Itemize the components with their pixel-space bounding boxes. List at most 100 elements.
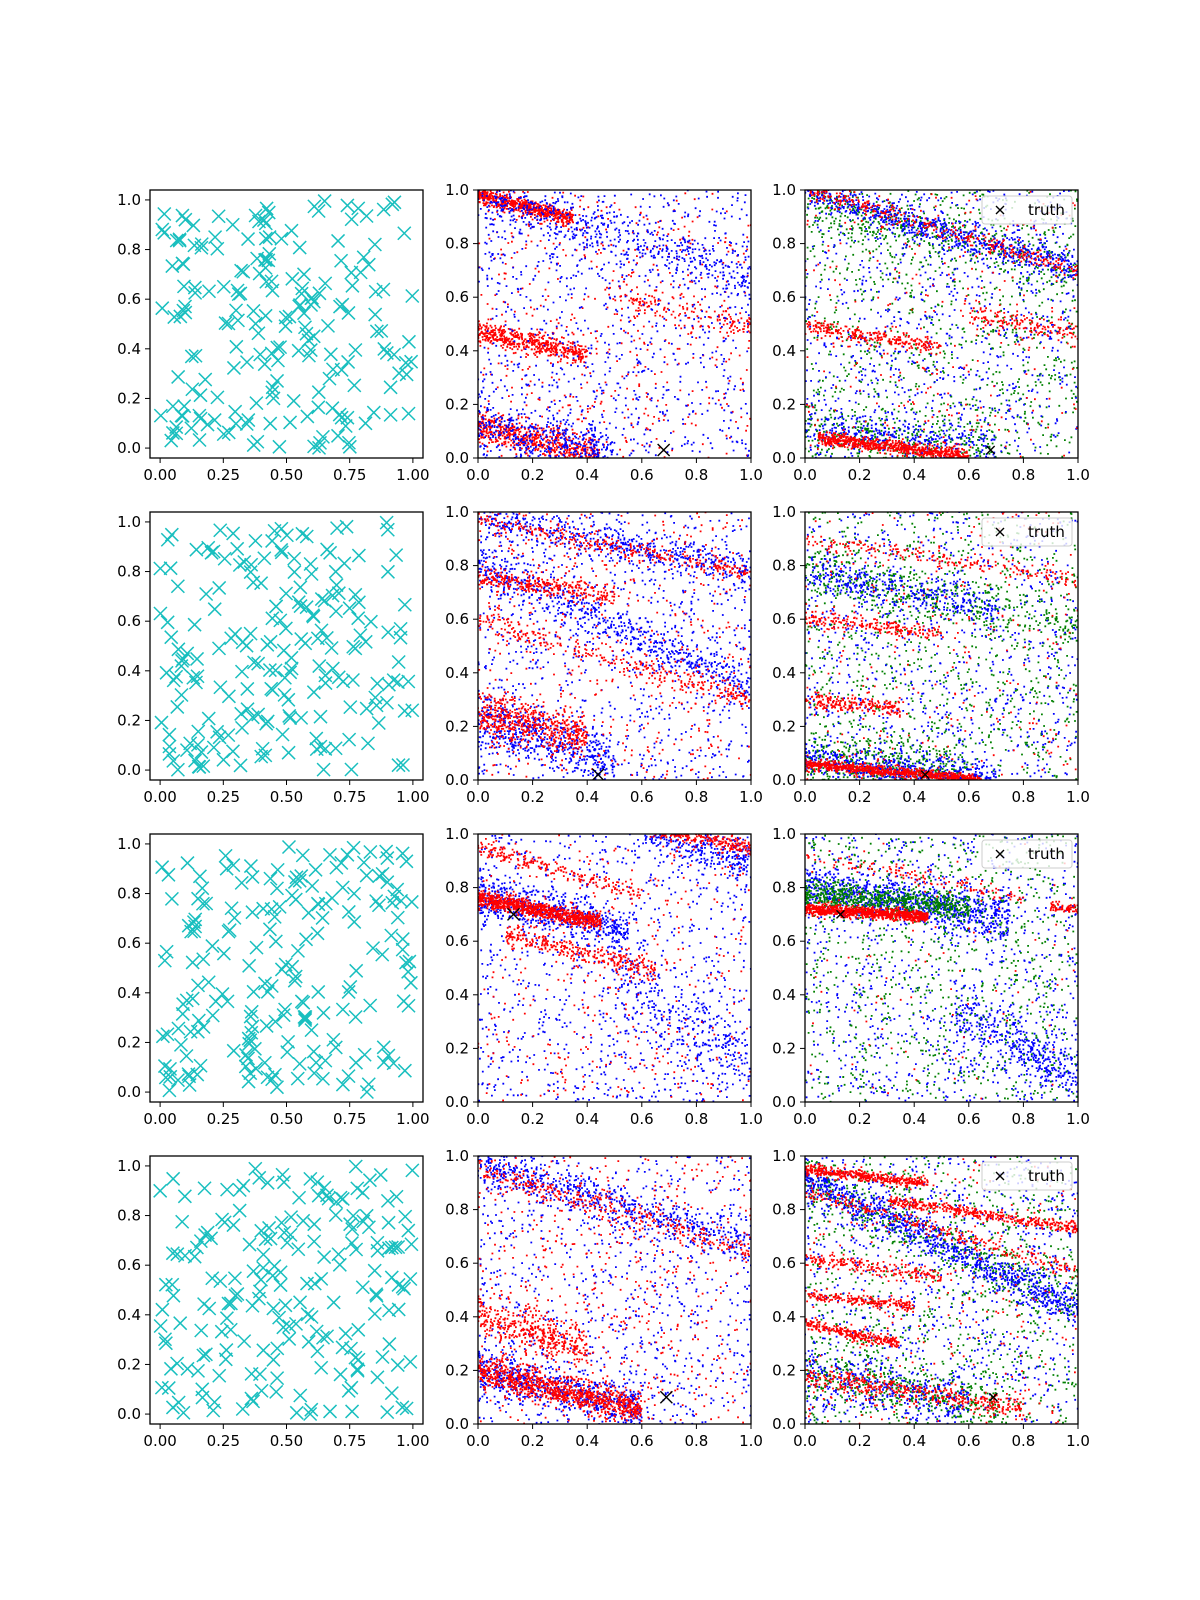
sample-point bbox=[179, 1048, 194, 1064]
sample-point bbox=[326, 1032, 341, 1047]
sample-point bbox=[325, 588, 340, 603]
sample-point bbox=[312, 286, 327, 301]
x-tick-label: 1.00 bbox=[396, 1110, 429, 1128]
y-tick-label: 0.4 bbox=[445, 664, 469, 682]
sample-point bbox=[290, 1071, 305, 1086]
sample-point bbox=[379, 844, 394, 859]
x-tick-label: 0.0 bbox=[466, 1432, 490, 1450]
sample-point bbox=[234, 664, 250, 679]
truth-marker bbox=[988, 1392, 998, 1402]
sample-point bbox=[248, 1161, 263, 1176]
sample-point bbox=[221, 425, 236, 440]
x-tick-label: 0.0 bbox=[793, 1110, 817, 1128]
sample-point bbox=[336, 674, 351, 689]
y-tick-label: 0.4 bbox=[772, 1308, 796, 1326]
sample-point bbox=[343, 1217, 358, 1232]
sample-point bbox=[266, 391, 281, 406]
sample-point bbox=[299, 529, 314, 544]
sample-point bbox=[165, 1277, 180, 1292]
sample-point bbox=[166, 1288, 181, 1303]
truth-marker bbox=[986, 445, 996, 455]
sample-point bbox=[153, 606, 168, 621]
y-tick-label: 0.4 bbox=[117, 340, 141, 358]
sample-point bbox=[341, 904, 356, 919]
x-tick-label: 0.0 bbox=[793, 1432, 817, 1450]
x-tick-label: 1.00 bbox=[396, 466, 429, 484]
y-tick-label: 1.0 bbox=[117, 513, 141, 531]
sample-point bbox=[157, 225, 172, 240]
sample-point bbox=[164, 891, 179, 906]
x-tick-label: 0.50 bbox=[270, 466, 303, 484]
y-tick-label: 0.6 bbox=[117, 612, 141, 630]
sample-point bbox=[177, 299, 193, 314]
sample-point bbox=[282, 1331, 297, 1346]
sample-point bbox=[262, 1220, 277, 1235]
sample-point bbox=[384, 1386, 399, 1401]
sample-point bbox=[195, 1390, 210, 1405]
legend-truth-marker bbox=[995, 527, 1005, 537]
sample-point bbox=[269, 1080, 284, 1095]
sample-point bbox=[248, 1061, 264, 1076]
sample-point bbox=[292, 240, 307, 255]
sample-point bbox=[158, 1277, 173, 1292]
y-tick-label: 0.0 bbox=[445, 1415, 469, 1433]
truth-marker bbox=[835, 909, 845, 919]
sample-point bbox=[153, 1183, 168, 1198]
sample-point bbox=[308, 862, 323, 877]
x-tick-label: 0.6 bbox=[630, 466, 654, 484]
sample-point bbox=[380, 1405, 395, 1420]
sample-point bbox=[179, 743, 195, 758]
sample-point bbox=[341, 435, 356, 450]
sample-point bbox=[369, 1287, 384, 1302]
sample-point bbox=[264, 681, 279, 696]
x-tick-label: 1.0 bbox=[1066, 466, 1090, 484]
sample-point bbox=[215, 987, 230, 1002]
sample-point bbox=[353, 628, 368, 643]
sample-point bbox=[369, 324, 384, 339]
sample-point bbox=[223, 1296, 238, 1311]
y-tick-label: 0.0 bbox=[117, 439, 141, 457]
x-tick-label: 1.0 bbox=[739, 788, 763, 806]
sample-point bbox=[242, 958, 257, 973]
y-tick-label: 1.0 bbox=[772, 825, 796, 843]
plot-area bbox=[805, 834, 1078, 1102]
sample-point bbox=[266, 1352, 281, 1367]
sample-point bbox=[295, 848, 310, 863]
sample-point bbox=[311, 203, 326, 219]
y-tick-label: 0.6 bbox=[772, 1254, 796, 1272]
panel-r0-c1: 0.0 0.2 0.4 0.6 0.8 1.0 0.0 0.2 0.4 0.6 0.8 1.0 bbox=[445, 181, 763, 484]
y-tick-label: 0.0 bbox=[117, 1405, 141, 1423]
sample-point bbox=[305, 290, 320, 305]
sample-point bbox=[282, 708, 297, 723]
sample-point bbox=[192, 408, 207, 423]
sample-point bbox=[347, 886, 362, 901]
sample-point bbox=[257, 252, 273, 268]
sample-point bbox=[162, 746, 177, 761]
sample-point bbox=[395, 1279, 410, 1294]
sample-point bbox=[188, 285, 203, 300]
sample-point bbox=[398, 355, 413, 370]
y-tick-label: 0.6 bbox=[445, 1254, 469, 1272]
y-tick-label: 0.8 bbox=[117, 241, 141, 259]
panel-r3-c0: 0.00 0.25 0.50 0.75 1.00 0.0 0.2 0.4 0.6 0.8 1.0 bbox=[117, 1155, 430, 1450]
x-tick-label: 0.2 bbox=[848, 1110, 872, 1128]
x-tick-label: 0.0 bbox=[466, 788, 490, 806]
sample-point bbox=[389, 1189, 404, 1204]
sample-point bbox=[264, 274, 279, 289]
x-tick-label: 0.50 bbox=[270, 788, 303, 806]
sample-point bbox=[241, 1074, 256, 1089]
sample-point bbox=[348, 1009, 363, 1025]
sample-point bbox=[246, 1394, 261, 1409]
x-tick-label: 0.6 bbox=[630, 1432, 654, 1450]
sample-point bbox=[356, 250, 371, 265]
sample-point bbox=[231, 287, 246, 302]
sample-point bbox=[160, 615, 175, 630]
sample-point bbox=[196, 1348, 211, 1363]
sample-point bbox=[258, 231, 273, 246]
sample-point bbox=[370, 1370, 385, 1385]
sample-point bbox=[221, 1296, 236, 1311]
sample-point bbox=[391, 758, 406, 773]
sample-point bbox=[365, 941, 381, 956]
sample-point bbox=[291, 595, 306, 610]
